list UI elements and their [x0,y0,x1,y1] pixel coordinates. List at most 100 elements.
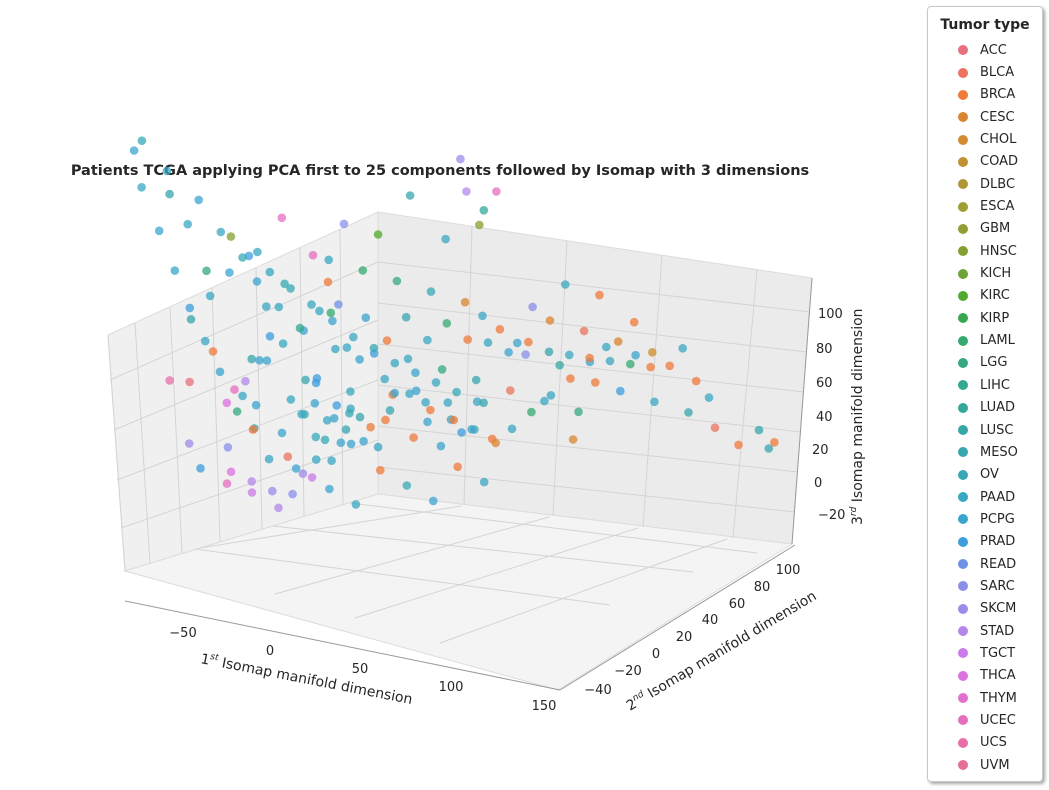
data-point-paad [264,454,274,464]
data-point-paad [307,300,316,309]
legend-item-lgg: LGG [928,352,1042,374]
data-point-paad [390,358,400,368]
data-point-luad [479,206,489,215]
data-point-pcpg [129,146,139,155]
legend-label: ACC [980,42,1007,58]
data-point-meso [405,191,415,200]
data-point-hnsc [475,220,484,230]
data-point-brca [524,337,533,347]
data-point-paad [650,397,659,407]
legend-item-kirp: KIRP [928,307,1042,329]
legend-marker-icon [958,603,968,614]
data-point-pcpg [346,439,356,449]
y-tick: 20 [676,630,693,645]
data-point-pcpg [359,436,368,446]
data-point-paad [327,456,336,466]
data-point-thca [222,398,232,408]
legend-label: LIHC [980,377,1010,393]
legend-item-prad: PRAD [928,531,1042,553]
data-point-lgg [574,407,583,417]
data-point-paad [565,350,574,360]
legend-marker-icon [958,223,968,234]
data-point-paad [373,442,383,452]
data-point-tgct [307,473,317,482]
legend-label: UVM [980,757,1010,773]
data-point-lgg [232,407,242,416]
data-point-paad [421,398,430,407]
legend-label: SKCM [980,601,1017,617]
data-point-ov [137,136,147,145]
data-point-ov [286,284,295,293]
data-point-brca [323,277,333,287]
x-axis-label-num: 1 [199,651,211,668]
data-point-cesc [568,435,578,444]
data-point-sarc [223,443,233,452]
data-point-pcpg [277,428,287,438]
data-point-paad [546,391,556,400]
data-point-brca [366,422,375,432]
legend-item-chol: CHOL [928,128,1042,150]
legend-item-acc: ACC [928,39,1042,61]
data-point-brca [449,415,459,425]
legend-marker-icon [958,581,968,592]
data-point-brca [591,378,600,387]
legend-label: SARC [980,578,1015,594]
legend-item-tgct: TGCT [928,642,1042,664]
data-point-paad [162,166,172,176]
legend-marker-icon [958,67,968,78]
data-point-stad [247,477,256,486]
data-point-prad [332,401,342,410]
x-tick: 0 [266,644,274,659]
data-point-ov [345,408,354,418]
data-point-prad [185,303,195,313]
data-point-brca [426,405,435,415]
y-axis-line [559,544,796,691]
data-point-stad [462,187,471,196]
legend-marker-icon [958,156,968,167]
legend-label: CESC [980,109,1015,125]
legend-label: UCS [980,735,1007,751]
z-tick: 60 [816,376,833,391]
data-point-brca [595,290,604,300]
legend-label: UCEC [980,712,1016,728]
data-point-paad [315,306,324,316]
data-point-paad [216,227,226,237]
legend-label: GBM [980,221,1011,237]
y-tick: 0 [652,647,660,662]
data-point-ucec [277,213,287,223]
z-axis-label-text: Isomap manifold dimension [850,308,866,506]
data-point-paad [483,338,493,347]
data-point-pcpg [513,338,522,348]
legend-marker-icon [958,268,968,279]
data-point-paad [346,387,355,396]
data-point-laml [626,359,635,369]
data-point-meso [479,398,488,408]
data-point-paad [478,311,487,321]
legend-marker-icon [958,559,968,570]
legend-item-lihc: LIHC [928,374,1042,396]
data-point-ov [320,435,330,445]
legend-label: KIRC [980,288,1010,304]
data-point-prad [312,374,322,383]
z-tick: 0 [814,476,822,491]
legend-marker-icon [958,335,968,346]
data-point-paad [274,302,284,312]
data-point-lgg [202,266,211,276]
data-point-prad [265,332,275,341]
legend-marker-icon [958,425,968,436]
legend-item-gbm: GBM [928,218,1042,240]
data-point-meso [341,425,351,434]
data-point-acc [185,377,194,387]
legend-title: Tumor type [940,17,1030,33]
data-point-paad [137,183,146,192]
legend-marker-icon [958,89,968,100]
data-point-paad [349,332,358,342]
legend-item-blca: BLCA [928,61,1042,83]
data-point-brca [646,362,655,372]
legend-item-hnsc: HNSC [928,240,1042,262]
legend-label: KIRP [980,310,1010,326]
legend-marker-icon [958,514,968,525]
data-point-paad [704,393,714,402]
data-point-meso [301,375,310,385]
data-point-thca [226,467,236,477]
